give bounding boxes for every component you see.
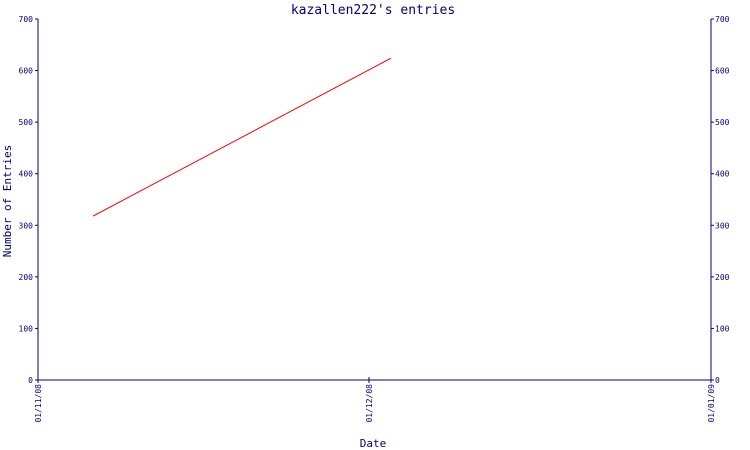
x-tick-label: 01/12/08: [365, 384, 374, 423]
y-tick-label-right: 700: [715, 15, 730, 24]
y-tick-label: 0: [28, 376, 33, 385]
y-axis-right: 0 100 200 300 400 500 600 700: [711, 15, 730, 385]
y-tick-label-right: 500: [715, 118, 730, 127]
series-layer: [92, 57, 392, 217]
y-tick-label-right: 600: [715, 67, 730, 76]
y-tick-label: 400: [19, 170, 34, 179]
x-axis: 01/11/08 01/12/08 01/01/09: [34, 377, 716, 423]
series-line: [92, 57, 392, 217]
y-tick-label: 500: [19, 118, 34, 127]
x-tick-label: 01/11/08: [34, 384, 43, 423]
y-axis-left: 0 100 200 300 400 500 600 700: [19, 15, 38, 385]
chart-title: kazallen222's entries: [291, 3, 455, 18]
y-tick-label-right: 200: [715, 273, 730, 282]
y-tick-label-right: 100: [715, 324, 730, 333]
y-tick-label: 200: [19, 273, 34, 282]
y-tick-label: 600: [19, 67, 34, 76]
y-tick-label-right: 400: [715, 170, 730, 179]
y-tick-label: 100: [19, 324, 34, 333]
x-tick-label: 01/01/09: [707, 384, 716, 423]
y-axis-label: Number of Entries: [1, 145, 14, 258]
x-axis-label: Date: [360, 437, 387, 450]
y-tick-label-right: 0: [715, 376, 720, 385]
axes: [37, 19, 712, 381]
y-tick-label: 300: [19, 221, 34, 230]
y-tick-label-right: 300: [715, 221, 730, 230]
y-tick-label: 700: [19, 15, 34, 24]
